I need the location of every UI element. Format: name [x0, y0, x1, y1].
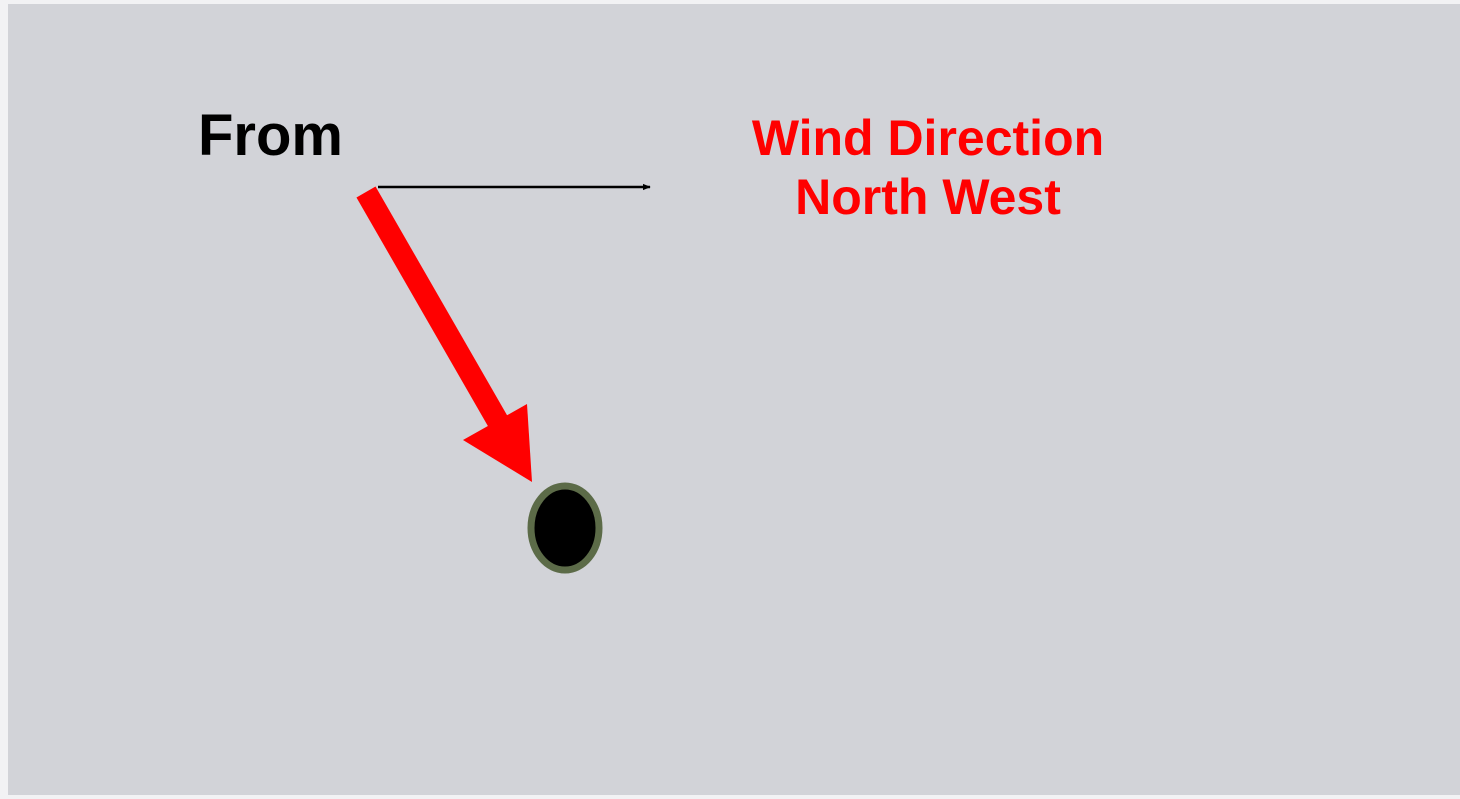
- direction-label: North West: [795, 169, 1061, 225]
- from-label: From: [198, 103, 343, 168]
- location-dot: [527, 482, 603, 574]
- wind-arrow-head: [463, 404, 532, 482]
- wind-arrow: [356, 186, 532, 482]
- title: Wind Direction: [752, 110, 1104, 166]
- wind-arrow-shaft: [356, 186, 510, 431]
- background: [8, 4, 1460, 795]
